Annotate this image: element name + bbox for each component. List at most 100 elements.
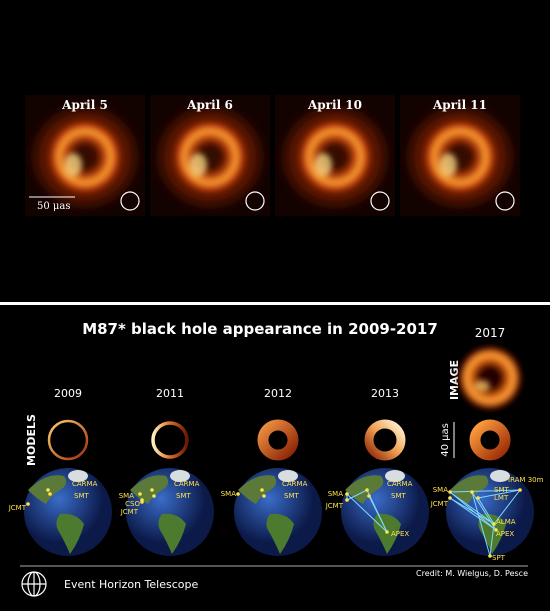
station xyxy=(470,490,474,494)
station-label: SMT xyxy=(391,492,406,500)
ring xyxy=(295,117,375,197)
station xyxy=(492,522,496,526)
model-ring xyxy=(47,419,89,461)
land-north-america xyxy=(130,475,169,504)
scale-label: 50 μas xyxy=(37,201,71,212)
land-south-america xyxy=(266,513,294,554)
station xyxy=(48,492,52,496)
hotspot xyxy=(439,153,457,177)
globe: SMA CARMA SMT JCMT APEX xyxy=(325,468,429,556)
station-label: APEX xyxy=(496,530,514,538)
baseline xyxy=(368,495,388,533)
station-label: CARMA xyxy=(174,480,200,488)
station xyxy=(262,494,266,498)
station xyxy=(150,488,154,492)
eht-image: April 5 50 μas xyxy=(25,95,145,216)
station-label: SMA xyxy=(119,492,134,500)
baseline xyxy=(346,489,368,501)
station xyxy=(518,488,522,492)
bottom-panel: M87* black hole appearance in 2009-2017 … xyxy=(8,320,544,597)
station xyxy=(365,488,369,492)
model-ring xyxy=(364,419,406,461)
hotspot xyxy=(189,153,207,177)
station-label: JCMT xyxy=(120,508,139,516)
station-label: LMT xyxy=(494,494,509,502)
panel-label: April 11 xyxy=(432,98,487,112)
station xyxy=(367,494,371,498)
land-greenland xyxy=(385,470,405,482)
land-north-america xyxy=(450,475,489,504)
separator xyxy=(0,302,550,305)
land-greenland xyxy=(278,470,298,482)
station xyxy=(236,492,240,496)
baseline xyxy=(493,489,521,525)
ring xyxy=(420,117,500,197)
station xyxy=(494,528,498,532)
station xyxy=(345,498,349,502)
station xyxy=(345,492,349,496)
station xyxy=(448,496,452,500)
baseline xyxy=(489,523,495,557)
station-label: ALMA xyxy=(496,518,516,526)
eht-image: April 6 xyxy=(150,95,270,216)
ring xyxy=(45,117,125,197)
year-label: 2011 xyxy=(156,387,184,400)
station-label: SMA xyxy=(221,490,236,498)
station xyxy=(138,492,142,496)
station xyxy=(26,502,30,506)
baseline xyxy=(477,489,521,499)
land-greenland xyxy=(170,470,190,482)
land-south-america xyxy=(158,513,186,554)
credit: Credit: M. Wielgus, D. Pesce xyxy=(416,569,528,578)
station-label: SMT xyxy=(284,492,299,500)
baseline xyxy=(477,497,495,525)
station-label: IRAM 30m xyxy=(508,476,544,484)
models-label: MODELS xyxy=(25,414,38,466)
baseline xyxy=(449,491,497,531)
model-ring xyxy=(257,419,299,461)
hotspot xyxy=(474,380,490,392)
station-label: SPT xyxy=(492,554,506,562)
panel-label: April 5 xyxy=(61,98,108,112)
panel-label: April 10 xyxy=(307,98,362,112)
beam xyxy=(245,191,265,211)
land-greenland xyxy=(68,470,88,482)
land-greenland xyxy=(490,470,510,482)
station xyxy=(448,490,452,494)
model-ring xyxy=(151,421,189,459)
land-north-america xyxy=(345,475,384,504)
land-south-america xyxy=(56,513,84,554)
station xyxy=(476,496,480,500)
model-ring xyxy=(469,419,511,461)
station-label: SMT xyxy=(176,492,191,500)
land-south-america xyxy=(478,513,506,554)
image-year: 2017 xyxy=(475,326,506,340)
beam xyxy=(120,191,140,211)
station xyxy=(260,488,264,492)
year-label: 2012 xyxy=(264,387,292,400)
title: M87* black hole appearance in 2009-2017 xyxy=(82,320,438,338)
logo-text: Event Horizon Telescope xyxy=(64,578,198,591)
beam xyxy=(370,191,390,211)
baseline xyxy=(449,489,521,493)
station xyxy=(385,530,389,534)
station-label: SMT xyxy=(74,492,89,500)
station-label: CARMA xyxy=(387,480,413,488)
station xyxy=(152,494,156,498)
station-label: SMA xyxy=(433,486,448,494)
image-2017 xyxy=(456,344,524,412)
panel-label: April 6 xyxy=(186,98,233,112)
hotspot xyxy=(314,153,332,177)
ring xyxy=(170,117,250,197)
baseline xyxy=(449,491,495,525)
beam xyxy=(495,191,515,211)
year-label: 2009 xyxy=(54,387,82,400)
baseline xyxy=(449,497,495,525)
station-label: JCMT xyxy=(325,502,344,510)
land-north-america xyxy=(238,475,277,504)
eht-image: April 10 xyxy=(275,95,395,216)
station xyxy=(488,554,492,558)
